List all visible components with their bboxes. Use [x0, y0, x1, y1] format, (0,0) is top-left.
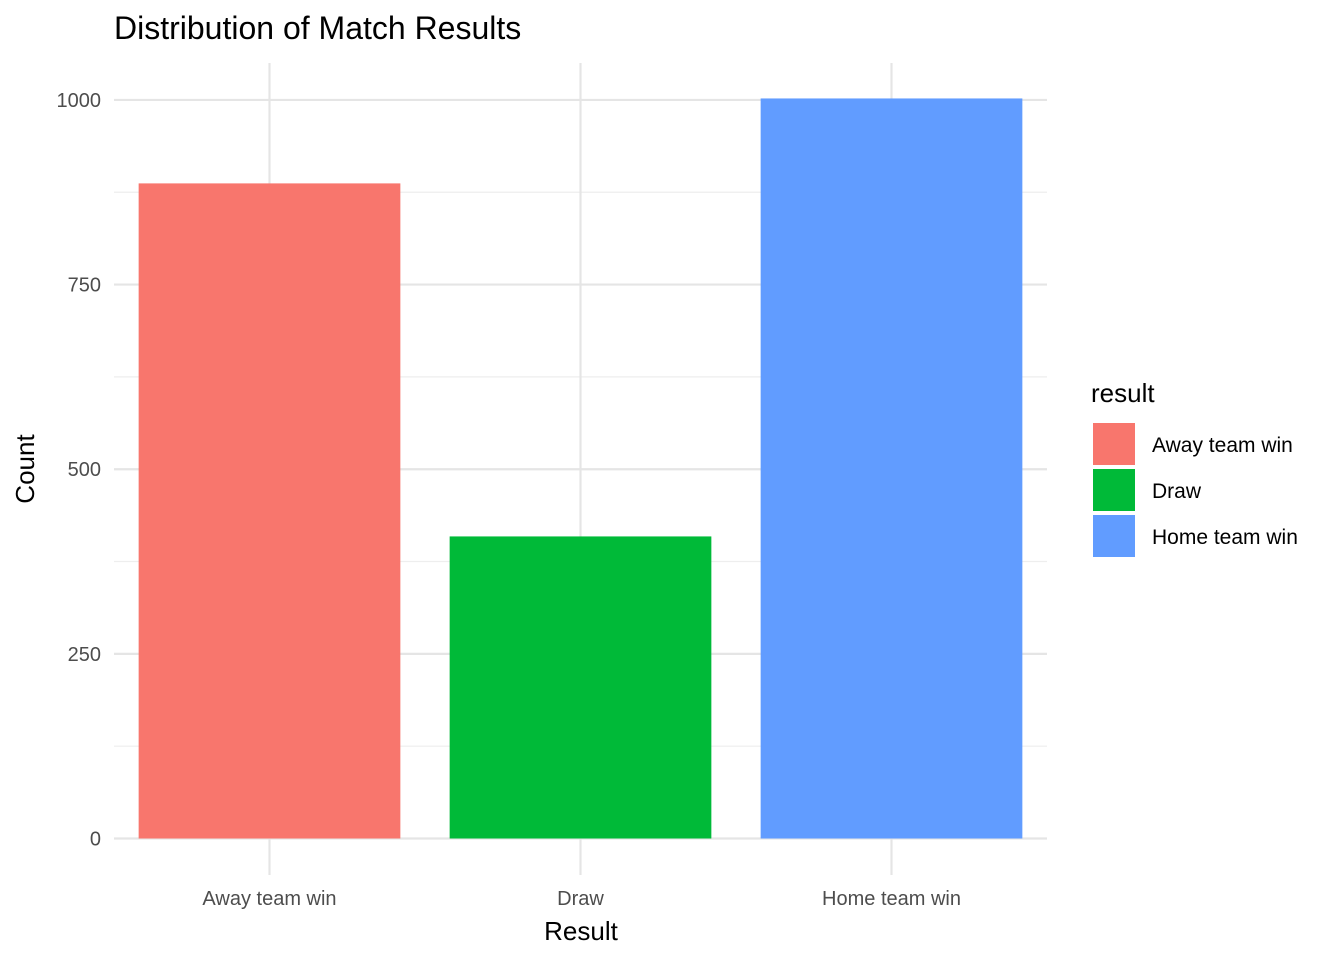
x-tick-label: Home team win [822, 888, 961, 910]
y-tick-label: 250 [68, 644, 101, 666]
legend-label: Draw [1152, 480, 1202, 503]
legend-key-away-team-win [1093, 423, 1135, 465]
x-tick-label: Draw [557, 888, 604, 910]
y-tick-labels: 0 250 500 750 1000 [57, 90, 102, 851]
legend: result Away team win Draw Home team win [1091, 378, 1298, 557]
bar-away-team-win [138, 183, 401, 839]
y-axis-title: Count [10, 434, 40, 504]
bars [138, 98, 1023, 839]
bar-draw [449, 536, 712, 839]
x-axis-title: Result [544, 916, 618, 946]
x-tick-labels: Away team win Draw Home team win [202, 888, 961, 910]
legend-label: Home team win [1152, 526, 1298, 549]
bar-home-team-win [760, 98, 1023, 839]
chart-title: Distribution of Match Results [114, 10, 521, 46]
legend-label: Away team win [1152, 434, 1293, 457]
legend-title: result [1091, 378, 1155, 408]
y-tick-label: 500 [68, 459, 101, 481]
legend-items: Away team win Draw Home team win [1093, 423, 1298, 557]
y-tick-label: 0 [90, 829, 101, 851]
legend-key-draw [1093, 469, 1135, 511]
legend-key-home-team-win [1093, 515, 1135, 557]
x-tick-label: Away team win [202, 888, 336, 910]
y-tick-label: 1000 [57, 90, 102, 112]
y-tick-label: 750 [68, 275, 101, 297]
